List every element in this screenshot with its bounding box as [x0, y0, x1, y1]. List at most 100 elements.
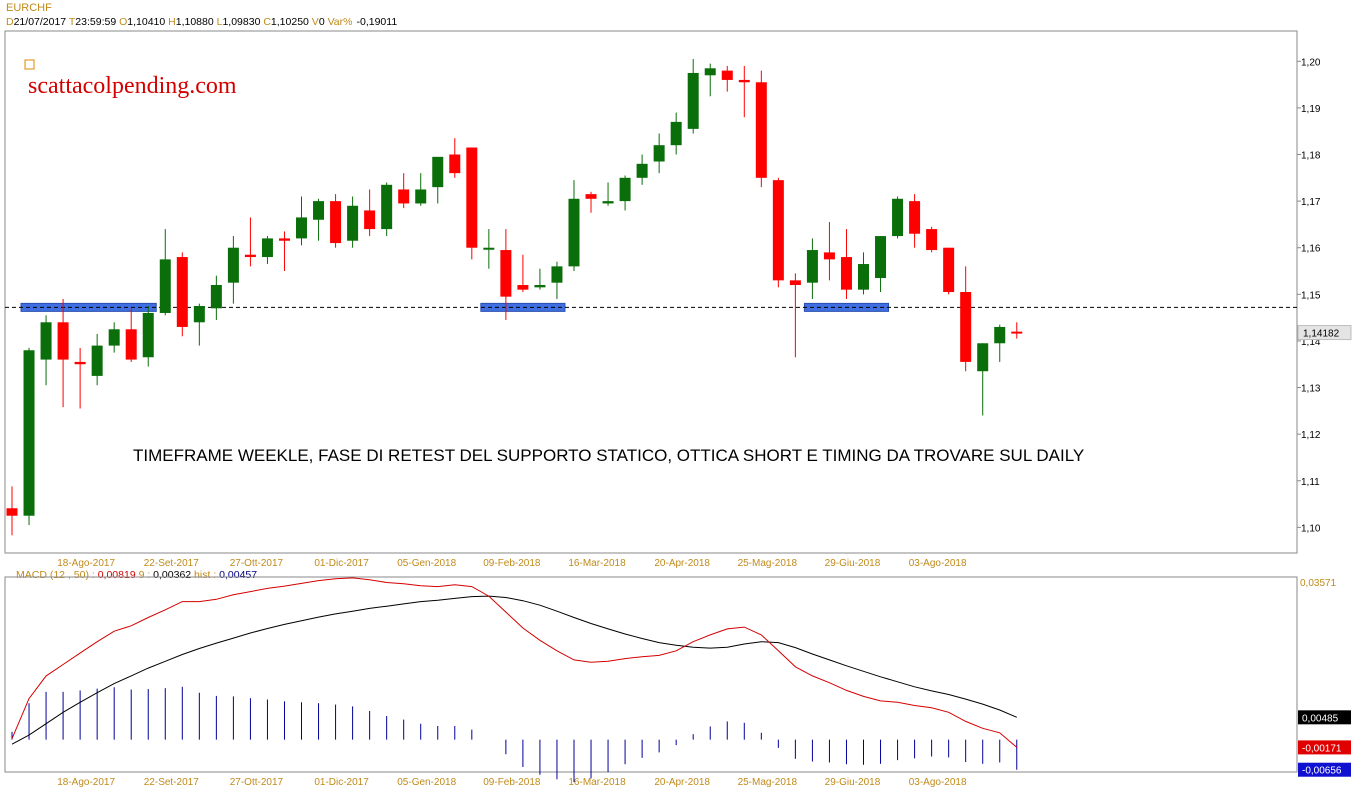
x-tick-label: 25-Mag-2018: [738, 558, 798, 569]
candle: [415, 189, 427, 204]
macd-readout-part: (12 , 50) :: [49, 569, 98, 581]
ohlc-readout: D21/07/2017 T23:59:59 O1,10410 H1,10880 …: [6, 16, 397, 28]
price-tick-label: 1,12: [1301, 430, 1321, 441]
candle: [6, 508, 18, 516]
candle: [142, 312, 154, 358]
readout-value: 1,09830: [222, 16, 264, 28]
candle: [840, 257, 852, 290]
price-tick-label: 1,16: [1301, 244, 1321, 255]
candle: [858, 264, 869, 290]
x-tick-label: 29-Giu-2018: [825, 777, 881, 788]
macd-line: [11, 577, 1018, 748]
candle: [534, 285, 546, 288]
candle: [806, 250, 818, 283]
x-tick-label: 16-Mar-2018: [568, 558, 626, 569]
candle: [823, 252, 835, 260]
x-tick-label: 05-Gen-2018: [397, 777, 456, 788]
readout-key: Var%: [327, 16, 353, 28]
candle: [296, 217, 308, 239]
macd-readout-part: 0,00819: [97, 569, 139, 581]
x-tick-label: 29-Giu-2018: [825, 558, 881, 569]
candle: [347, 205, 359, 241]
x-tick-label: 16-Mar-2018: [568, 777, 626, 788]
candle: [176, 257, 188, 327]
x-tick-label: 22-Set-2017: [144, 558, 199, 569]
candle: [789, 280, 801, 286]
price-tick-label: 1,14: [1301, 337, 1321, 348]
candle: [892, 198, 904, 237]
x-tick-label: 01-Dic-2017: [314, 558, 369, 569]
x-tick-label: 18-Ago-2017: [57, 558, 115, 569]
candle: [432, 156, 444, 188]
macd-readout-part: 0,00457: [219, 569, 258, 581]
macd-readout: MACD (12 , 50) : 0,00819 9 : 0,00362 his…: [16, 569, 257, 581]
x-tick-label: 20-Apr-2018: [654, 558, 710, 569]
candle: [943, 247, 955, 292]
signal-last-label-box: [1298, 710, 1351, 725]
candle: [40, 322, 52, 360]
candle: [330, 201, 342, 244]
candle: [687, 72, 699, 129]
candle: [619, 177, 631, 202]
x-tick-label: 18-Ago-2017: [57, 777, 115, 788]
annotation-text: TIMEFRAME WEEKLE, FASE DI RETEST DEL SUP…: [133, 446, 1084, 465]
readout-key: L: [216, 16, 223, 28]
x-tick-label: 05-Gen-2018: [397, 558, 456, 569]
candle: [398, 189, 410, 204]
candle: [772, 180, 784, 281]
candle: [721, 70, 733, 80]
readout-value: 1,10880: [175, 16, 217, 28]
candle: [755, 82, 767, 178]
readout-key: V: [311, 16, 319, 28]
candle: [926, 229, 938, 251]
macd-last-label-box: [1298, 740, 1351, 755]
candle: [585, 194, 597, 199]
x-tick-label: 22-Set-2017: [144, 777, 199, 788]
price-tick-label: 1,11: [1301, 477, 1320, 488]
candle: [568, 198, 580, 267]
macd-readout-part: hist :: [194, 569, 220, 581]
hist-last-label: -0,00656: [1302, 766, 1342, 777]
candle: [483, 247, 495, 250]
candle: [551, 266, 563, 283]
candle: [653, 145, 665, 162]
macd-panel-frame: [4, 576, 1298, 773]
candle: [704, 68, 716, 76]
candle: [364, 210, 376, 230]
x-tick-label: 20-Apr-2018: [654, 777, 710, 788]
last-price-box: [1297, 325, 1352, 341]
readout-value: -0,19011: [356, 16, 398, 28]
x-tick-label: 09-Feb-2018: [483, 777, 541, 788]
x-tick-label: 25-Mag-2018: [738, 777, 798, 788]
candle: [74, 361, 86, 365]
readout-key: D: [6, 16, 14, 28]
x-tick-label: 03-Ago-2018: [909, 777, 967, 788]
candle: [994, 326, 1006, 344]
candle: [91, 345, 103, 376]
candle: [261, 238, 273, 258]
price-tick-label: 1,10: [1301, 523, 1321, 534]
price-tick-label: 1,19: [1301, 104, 1321, 115]
candle: [466, 147, 478, 248]
macd-axis-label: 0,03571: [1300, 578, 1337, 589]
support-zone: [480, 302, 566, 312]
x-tick-label: 27-Ott-2017: [230, 558, 284, 569]
candle: [977, 343, 989, 372]
last-price-label: 1,14182: [1303, 329, 1340, 340]
price-tick-label: 1,17: [1301, 197, 1321, 208]
candle: [57, 322, 69, 360]
price-tick-label: 1,20: [1301, 57, 1321, 68]
macd-signal-line: [11, 595, 1017, 745]
candle: [23, 350, 35, 516]
price-tick-label: 1,15: [1301, 290, 1321, 301]
watermark-text: scattacolpending.com: [28, 73, 237, 99]
candle: [909, 201, 921, 234]
candle: [313, 201, 325, 220]
candle: [738, 79, 750, 83]
candle: [636, 163, 648, 178]
macd-last-label: -0,00171: [1302, 743, 1342, 754]
x-tick-label: 01-Dic-2017: [314, 777, 369, 788]
readout-key: O: [119, 16, 128, 28]
macd-readout-part: MACD: [16, 569, 50, 581]
